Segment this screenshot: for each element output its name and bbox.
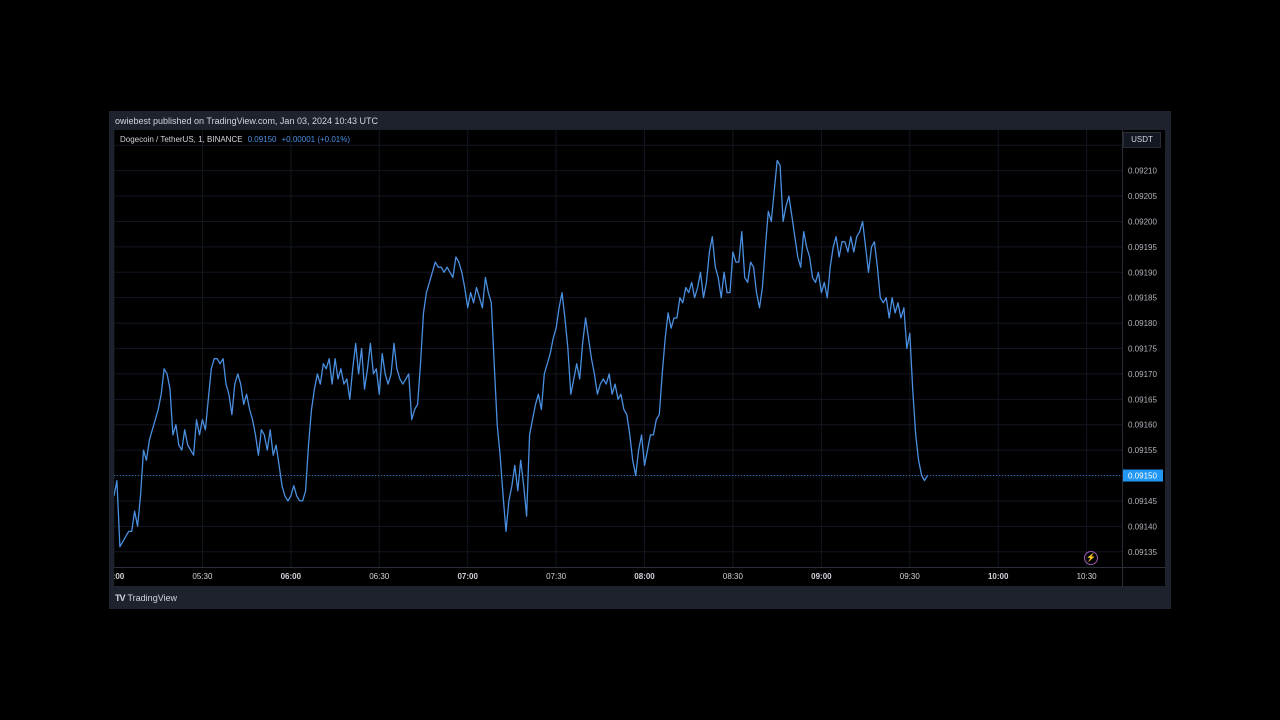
x-tick-label: 08:30 (723, 572, 744, 581)
y-tick-label: 0.09180 (1128, 319, 1157, 328)
y-tick-label: 0.09155 (1128, 446, 1157, 455)
symbol-legend: Dogecoin / TetherUS, 1, BINANCE 0.09150 +0… (120, 135, 350, 144)
legend-change: +0.00001 (+0.01%) (281, 135, 351, 144)
footer: TV TradingView (115, 593, 177, 603)
lightning-icon[interactable]: ⚡ (1084, 551, 1098, 565)
y-tick-label: 0.09165 (1128, 395, 1157, 404)
y-tick-label: 0.09160 (1128, 421, 1157, 430)
legend-price: 0.09150 (247, 135, 277, 144)
tradingview-snapshot: owiebest published on TradingView.com, J… (109, 111, 1171, 609)
brand-name: TradingView (127, 593, 178, 603)
last-price-label: 0.09150 (1128, 472, 1157, 481)
x-tick-label: 07:30 (546, 572, 567, 581)
y-tick-label: 0.09175 (1128, 345, 1157, 354)
y-tick-label: 0.09145 (1128, 497, 1157, 506)
price-chart: 0.092150.092100.092050.092000.091950.091… (114, 130, 1165, 586)
currency-button[interactable]: USDT (1123, 132, 1161, 148)
y-tick-label: 0.09185 (1128, 294, 1157, 303)
y-tick-label: 0.09170 (1128, 370, 1157, 379)
x-tick-label: 06:30 (369, 572, 390, 581)
y-tick-label: 0.09140 (1128, 522, 1157, 531)
x-tick-label: 08:00 (634, 572, 655, 581)
y-tick-label: 0.09210 (1128, 167, 1157, 176)
x-tick-label: 10:00 (988, 572, 1009, 581)
x-tick-label: 05:00 (114, 572, 125, 581)
x-tick-label: 10:30 (1077, 572, 1098, 581)
price-series-line (114, 159, 929, 548)
x-tick-label: 07:00 (457, 572, 478, 581)
y-tick-label: 0.09200 (1128, 217, 1157, 226)
last-price-badge (1123, 469, 1163, 482)
x-tick-label: 06:00 (281, 572, 302, 581)
y-tick-label: 0.09190 (1128, 268, 1157, 277)
x-tick-label: 09:00 (811, 572, 832, 581)
tradingview-logo-icon: TV (115, 593, 125, 603)
x-tick-label: 09:30 (900, 572, 921, 581)
y-tick-label: 0.09135 (1128, 548, 1157, 557)
y-tick-label: 0.09205 (1128, 192, 1157, 201)
symbol-name: Dogecoin / TetherUS, 1, BINANCE (120, 135, 243, 144)
published-by-text: owiebest published on TradingView.com, J… (115, 116, 378, 126)
x-tick-label: 05:30 (192, 572, 213, 581)
y-tick-label: 0.09195 (1128, 243, 1157, 252)
chart-area[interactable]: 0.092150.092100.092050.092000.091950.091… (114, 130, 1165, 586)
